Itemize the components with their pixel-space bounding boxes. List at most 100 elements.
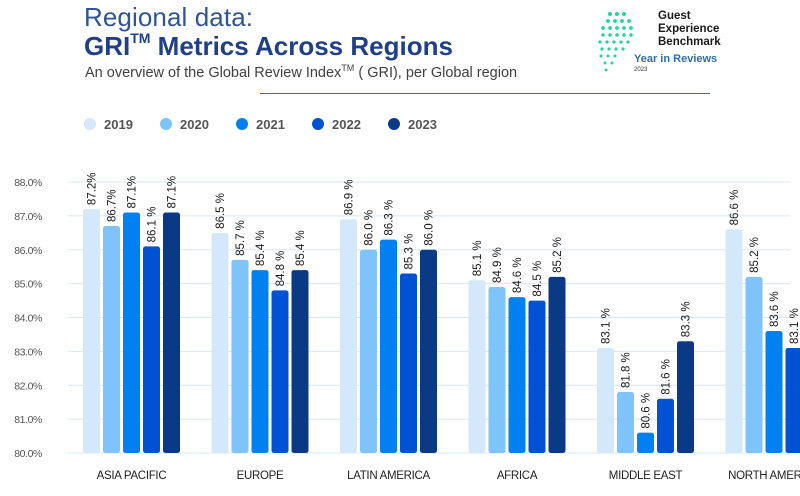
title-main: GRI xyxy=(84,31,131,61)
globe-dot xyxy=(622,12,626,16)
y-tick-label: 85.0% xyxy=(14,279,42,291)
bar-2023 xyxy=(291,270,309,453)
subtitle-part-a: An overview of the Global Review Index xyxy=(85,64,342,81)
globe-dot xyxy=(600,47,604,51)
logo-year: 2023 xyxy=(634,67,648,73)
x-category-label: ASIA PACIFIC xyxy=(97,470,167,482)
x-category-label: MIDDLE EAST xyxy=(609,470,683,482)
data-label: 85.1 % xyxy=(472,240,484,276)
bar-2021 xyxy=(251,270,269,453)
bar-2019 xyxy=(211,232,229,453)
legend-item-2023: 2023 xyxy=(388,114,437,134)
y-tick-label: 81.0% xyxy=(14,414,42,426)
globe-dot xyxy=(608,12,612,16)
globe-dot xyxy=(621,47,625,51)
brand-logo: Guest Experience Benchmark Year in Revie… xyxy=(596,10,746,80)
globe-dot xyxy=(598,40,602,44)
data-label: 83.1 % xyxy=(789,308,800,344)
bar-chart: 80.0% 81.0% 82.0% 83.0% 84.0% 85.0% 86.0% 87.0%… xyxy=(14,172,800,482)
globe-dot xyxy=(615,12,619,16)
data-label: 84.6 % xyxy=(512,257,524,293)
chart-subtitle: An overview of the Global Review IndexTM… xyxy=(85,63,517,81)
bar-2019 xyxy=(340,219,357,453)
data-label: 81.6 % xyxy=(661,359,673,395)
title-trademark: TM xyxy=(130,30,151,47)
data-label: 85.2 % xyxy=(552,237,564,273)
legend-swatch xyxy=(236,118,248,130)
globe-dot xyxy=(608,33,612,37)
x-category-label: AFRICA xyxy=(497,470,538,482)
legend-item-2019: 2019 xyxy=(84,114,133,134)
data-label: 87.2% xyxy=(87,172,99,205)
data-label: 83.3 % xyxy=(681,301,693,337)
globe-dot xyxy=(614,47,618,51)
bar-2023 xyxy=(420,249,437,453)
bar-2022 xyxy=(657,398,674,453)
bar-2022 xyxy=(143,246,160,453)
globe-dot xyxy=(612,40,616,44)
data-label: 84.9 % xyxy=(492,247,504,283)
globe-dot xyxy=(619,40,623,44)
globe-dot xyxy=(622,26,626,30)
chart-kicker: Regional data: xyxy=(84,2,254,32)
legend-swatch xyxy=(388,118,400,130)
x-category-label: EUROPE xyxy=(237,470,284,482)
legend-item-2021: 2021 xyxy=(236,114,285,134)
bar-2020 xyxy=(360,249,377,453)
y-tick-label: 84.0% xyxy=(14,313,42,325)
data-label: 86.0 % xyxy=(424,210,436,246)
data-label: 80.6 % xyxy=(641,393,653,429)
bar-2023 xyxy=(163,212,180,453)
bar-2021 xyxy=(637,432,654,453)
globe-dot xyxy=(613,19,617,23)
globe-dot xyxy=(629,26,633,30)
logo-line-1: Guest xyxy=(658,10,691,22)
data-label: 86.9 % xyxy=(344,179,356,215)
legend-label: 2019 xyxy=(104,116,133,132)
header-divider xyxy=(260,93,710,94)
data-label: 84.5 % xyxy=(532,261,544,297)
data-label: 81.8 % xyxy=(621,352,633,388)
legend-label: 2022 xyxy=(332,116,361,132)
bar-2021 xyxy=(380,239,397,453)
globe-dot xyxy=(629,33,633,37)
legend-swatch xyxy=(312,118,324,130)
globe-dot xyxy=(606,54,610,58)
globe-dot xyxy=(607,47,611,51)
bar-2022 xyxy=(271,290,289,453)
legend-swatch xyxy=(84,118,96,130)
subtitle-part-b: ( GRI), per Global region xyxy=(354,64,518,81)
globe-dot xyxy=(604,68,608,72)
globe-dot xyxy=(620,19,624,23)
data-label: 87.1% xyxy=(127,176,139,209)
data-label: 85.3 % xyxy=(404,234,416,270)
bar-2022 xyxy=(400,273,417,453)
logo-text: Guest Experience Benchmark xyxy=(658,10,721,49)
legend-label: 2021 xyxy=(256,116,285,132)
data-label: 86.3 % xyxy=(384,200,396,236)
bar-2020 xyxy=(103,226,120,453)
globe-dot xyxy=(615,26,619,30)
bar-2020 xyxy=(488,287,506,453)
bar-2019 xyxy=(597,347,614,453)
data-label: 83.6 % xyxy=(769,291,781,327)
bar-2020 xyxy=(745,276,763,453)
logo-line-2: Experience xyxy=(658,23,720,35)
globe-dot xyxy=(605,40,609,44)
data-label: 85.4 % xyxy=(295,230,307,266)
bar-2023 xyxy=(548,276,566,453)
bar-2023 xyxy=(677,341,694,453)
globe-dot xyxy=(603,61,607,65)
data-label: 86.5 % xyxy=(215,193,227,229)
logo-tagline: Year in Reviews xyxy=(634,53,718,65)
bar-2019 xyxy=(468,280,486,453)
globe-dot xyxy=(613,54,617,58)
y-tick-label: 80.0% xyxy=(14,448,42,460)
legend-label: 2020 xyxy=(180,116,209,132)
globe-dot xyxy=(606,19,610,23)
data-label: 83.1 % xyxy=(601,308,613,344)
y-tick-label: 83.0% xyxy=(14,346,42,358)
globe-dot xyxy=(608,26,612,30)
data-label: 84.8 % xyxy=(275,251,287,287)
data-label: 85.2 % xyxy=(749,237,761,273)
